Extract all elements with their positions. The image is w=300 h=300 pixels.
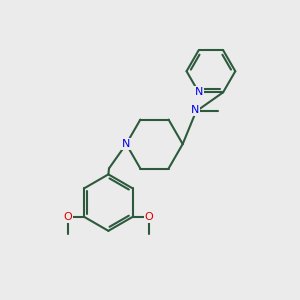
Text: N: N xyxy=(190,105,199,115)
Text: O: O xyxy=(145,212,154,222)
Text: N: N xyxy=(195,87,203,97)
Text: O: O xyxy=(63,212,72,222)
Text: N: N xyxy=(122,139,130,149)
